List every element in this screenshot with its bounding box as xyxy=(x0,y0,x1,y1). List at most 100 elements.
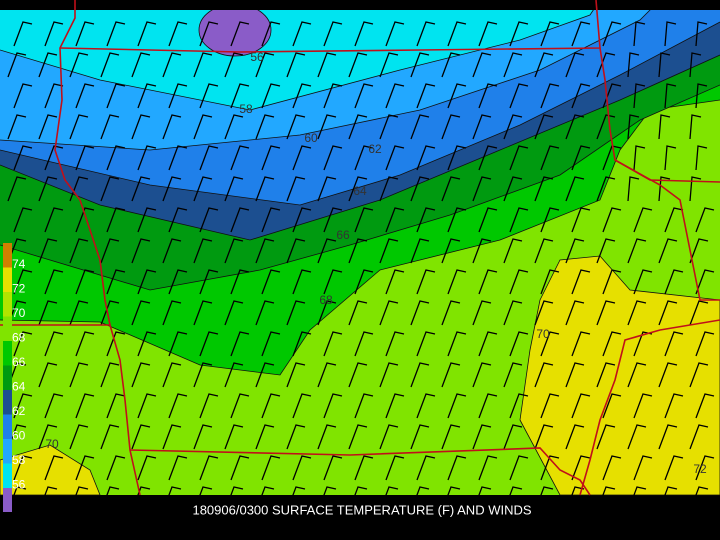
legend-label: 64 xyxy=(12,380,26,394)
wind-barb xyxy=(199,21,219,47)
caption: 180906/0300 SURFACE TEMPERATURE (F) AND … xyxy=(192,502,531,517)
wind-barb xyxy=(627,486,647,512)
wind-barb xyxy=(658,300,678,326)
wind-barb xyxy=(199,207,219,233)
wind-barb xyxy=(131,300,151,326)
wind-barb xyxy=(193,238,213,264)
wind-barb xyxy=(447,393,467,419)
wind-barb xyxy=(131,486,151,512)
wind-barb xyxy=(689,486,709,512)
wind-barb xyxy=(292,145,312,171)
wind-barb xyxy=(472,176,492,202)
legend-swatch xyxy=(3,292,12,317)
wind-barb xyxy=(292,21,312,47)
wind-barb xyxy=(534,424,554,450)
wind-barb xyxy=(472,238,492,264)
wind-barb xyxy=(596,362,616,388)
wind-barb xyxy=(664,21,677,47)
wind-barb xyxy=(658,52,671,78)
wind-barb xyxy=(224,238,244,264)
wind-barb xyxy=(348,424,368,450)
wind-barb xyxy=(255,176,275,202)
wind-barb xyxy=(472,114,492,140)
frame xyxy=(0,0,720,10)
contour-label: 56 xyxy=(250,50,264,64)
wind-barb xyxy=(162,52,182,78)
wind-barb xyxy=(627,114,640,140)
wind-barb xyxy=(689,424,709,450)
wind-barb xyxy=(565,300,585,326)
wind-barb xyxy=(13,145,33,171)
wind-barb xyxy=(509,21,529,47)
wind-barb xyxy=(571,455,591,481)
wind-barb xyxy=(602,331,622,357)
wind-barb xyxy=(106,83,126,109)
wind-barb xyxy=(75,455,95,481)
wind-barb xyxy=(571,21,591,47)
legend-label: 68 xyxy=(12,331,26,345)
wind-barb xyxy=(416,393,436,419)
border xyxy=(54,0,141,496)
wind-barb xyxy=(633,207,653,233)
wind-barb xyxy=(168,83,188,109)
wind-barb xyxy=(323,207,343,233)
wind-barb xyxy=(75,269,95,295)
contour-line xyxy=(0,99,720,376)
wind-barb xyxy=(416,21,436,47)
wind-barb xyxy=(664,83,677,109)
wind-barb xyxy=(410,486,430,512)
wind-barb xyxy=(100,52,120,78)
wind-barb xyxy=(286,300,306,326)
wind-barb xyxy=(7,176,27,202)
wind-barb xyxy=(317,486,337,512)
wind-barb xyxy=(534,486,554,512)
wind-barb xyxy=(230,83,250,109)
wind-barb xyxy=(354,145,374,171)
wind-barb xyxy=(472,300,492,326)
wind-barb xyxy=(193,362,213,388)
wind-barb xyxy=(137,331,157,357)
wind-barb xyxy=(478,455,498,481)
wind-barb xyxy=(478,331,498,357)
wind-barb xyxy=(478,21,498,47)
wind-barb xyxy=(416,455,436,481)
wind-barb xyxy=(168,21,188,47)
wind-barb xyxy=(348,300,368,326)
wind-barb xyxy=(379,486,399,512)
wind-barb xyxy=(447,269,467,295)
wind-barb xyxy=(472,52,492,78)
wind-barb xyxy=(695,269,715,295)
wind-barb xyxy=(317,238,337,264)
legend-swatch xyxy=(3,488,12,512)
wind-barb xyxy=(286,362,306,388)
wind-barb xyxy=(7,114,27,140)
wind-barb xyxy=(633,21,646,47)
wind-barb xyxy=(441,362,461,388)
wind-barb xyxy=(503,176,523,202)
legend-swatch xyxy=(3,267,12,292)
wind-barb xyxy=(106,269,126,295)
wind-barb xyxy=(602,207,622,233)
wind-barb xyxy=(416,331,436,357)
wind-barb xyxy=(472,362,492,388)
wind-barb xyxy=(664,269,684,295)
wind-barb xyxy=(633,269,653,295)
wind-barb xyxy=(658,238,678,264)
wind-barb xyxy=(199,331,219,357)
wind-barb xyxy=(354,393,374,419)
wind-barb xyxy=(441,114,461,140)
wind-barb xyxy=(69,52,89,78)
wind-barb xyxy=(137,83,157,109)
wind-barb xyxy=(106,393,126,419)
legend-swatch xyxy=(3,365,12,390)
wind-barb xyxy=(106,207,126,233)
band xyxy=(0,444,101,496)
wind-barb xyxy=(379,238,399,264)
wind-barb xyxy=(100,362,120,388)
wind-barb xyxy=(193,424,213,450)
wind-barb xyxy=(478,83,498,109)
wind-barb xyxy=(633,83,646,109)
wind-barb xyxy=(627,362,647,388)
wind-barb xyxy=(230,21,250,47)
wind-barb xyxy=(75,145,95,171)
